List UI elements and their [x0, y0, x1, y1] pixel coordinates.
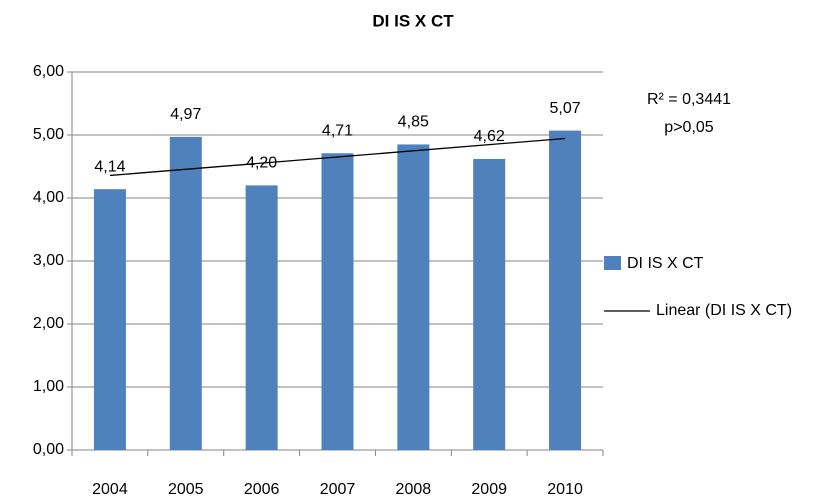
y-tick-label: 5,00	[33, 126, 64, 143]
annotation: p>0,05	[664, 119, 713, 136]
legend-swatch	[604, 256, 621, 270]
y-tick-label: 1,00	[33, 378, 64, 395]
bar	[397, 144, 430, 450]
x-tick-label: 2005	[168, 481, 204, 498]
bar	[169, 136, 202, 450]
data-label: 4,71	[322, 122, 353, 139]
x-tick-label: 2006	[244, 481, 280, 498]
y-tick-label: 4,00	[33, 189, 64, 206]
data-label: 4,14	[94, 158, 125, 175]
x-tick-label: 2007	[320, 481, 356, 498]
y-tick-label: 0,00	[33, 441, 64, 458]
data-label: 4,97	[170, 106, 201, 123]
annotation: R² = 0,3441	[647, 91, 731, 108]
y-tick-label: 2,00	[33, 315, 64, 332]
bar	[245, 185, 278, 450]
trendline	[109, 137, 566, 177]
bar	[473, 158, 506, 450]
x-tick-label: 2009	[471, 481, 507, 498]
data-label: 5,07	[550, 100, 581, 117]
legend-label: Linear (DI IS X CT)	[656, 302, 792, 319]
bar	[549, 130, 582, 450]
y-tick-label: 3,00	[33, 252, 64, 269]
x-tick-label: 2010	[547, 481, 583, 498]
legend-label: DI IS X CT	[627, 255, 704, 272]
y-tick-label: 6,00	[33, 63, 64, 80]
chart-title: DI IS X CT	[372, 11, 454, 30]
data-label: 4,85	[398, 114, 429, 131]
x-tick-label: 2008	[396, 481, 432, 498]
data-label: 4,62	[474, 128, 505, 145]
x-tick-label: 2004	[92, 481, 128, 498]
bar	[93, 189, 126, 450]
bar	[321, 153, 354, 450]
